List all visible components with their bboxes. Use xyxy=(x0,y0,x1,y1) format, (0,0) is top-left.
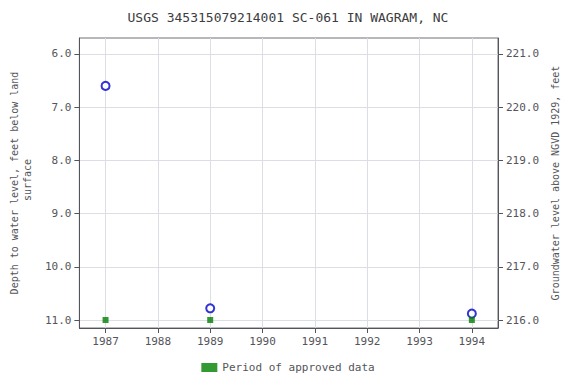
svg-text:221.0: 221.0 xyxy=(506,47,539,60)
svg-text:Period of approved data: Period of approved data xyxy=(222,361,374,374)
svg-text:11.0: 11.0 xyxy=(45,314,72,327)
svg-text:220.0: 220.0 xyxy=(506,101,539,114)
svg-text:6.0: 6.0 xyxy=(52,47,72,60)
svg-text:Groundwater level above NGVD 1: Groundwater level above NGVD 1929, feet xyxy=(550,66,561,301)
svg-text:218.0: 218.0 xyxy=(506,207,539,220)
svg-text:1991: 1991 xyxy=(302,335,329,348)
svg-text:216.0: 216.0 xyxy=(506,314,539,327)
svg-text:1987: 1987 xyxy=(92,335,119,348)
svg-text:219.0: 219.0 xyxy=(506,154,539,167)
svg-text:USGS 345315079214001 SC-061 IN: USGS 345315079214001 SC-061 IN WAGRAM, N… xyxy=(128,10,449,25)
svg-text:7.0: 7.0 xyxy=(52,101,72,114)
svg-text:1992: 1992 xyxy=(354,335,381,348)
svg-text:surface: surface xyxy=(22,159,33,207)
svg-text:1993: 1993 xyxy=(406,335,433,348)
svg-text:217.0: 217.0 xyxy=(506,260,539,273)
svg-text:1988: 1988 xyxy=(145,335,172,348)
svg-text:Depth to water level, feet bel: Depth to water level, feet below land xyxy=(9,72,20,295)
svg-text:1989: 1989 xyxy=(197,335,224,348)
svg-text:1990: 1990 xyxy=(249,335,276,348)
svg-text:10.0: 10.0 xyxy=(45,260,72,273)
svg-text:8.0: 8.0 xyxy=(52,154,72,167)
svg-text:1994: 1994 xyxy=(459,335,486,348)
svg-text:9.0: 9.0 xyxy=(52,207,72,220)
